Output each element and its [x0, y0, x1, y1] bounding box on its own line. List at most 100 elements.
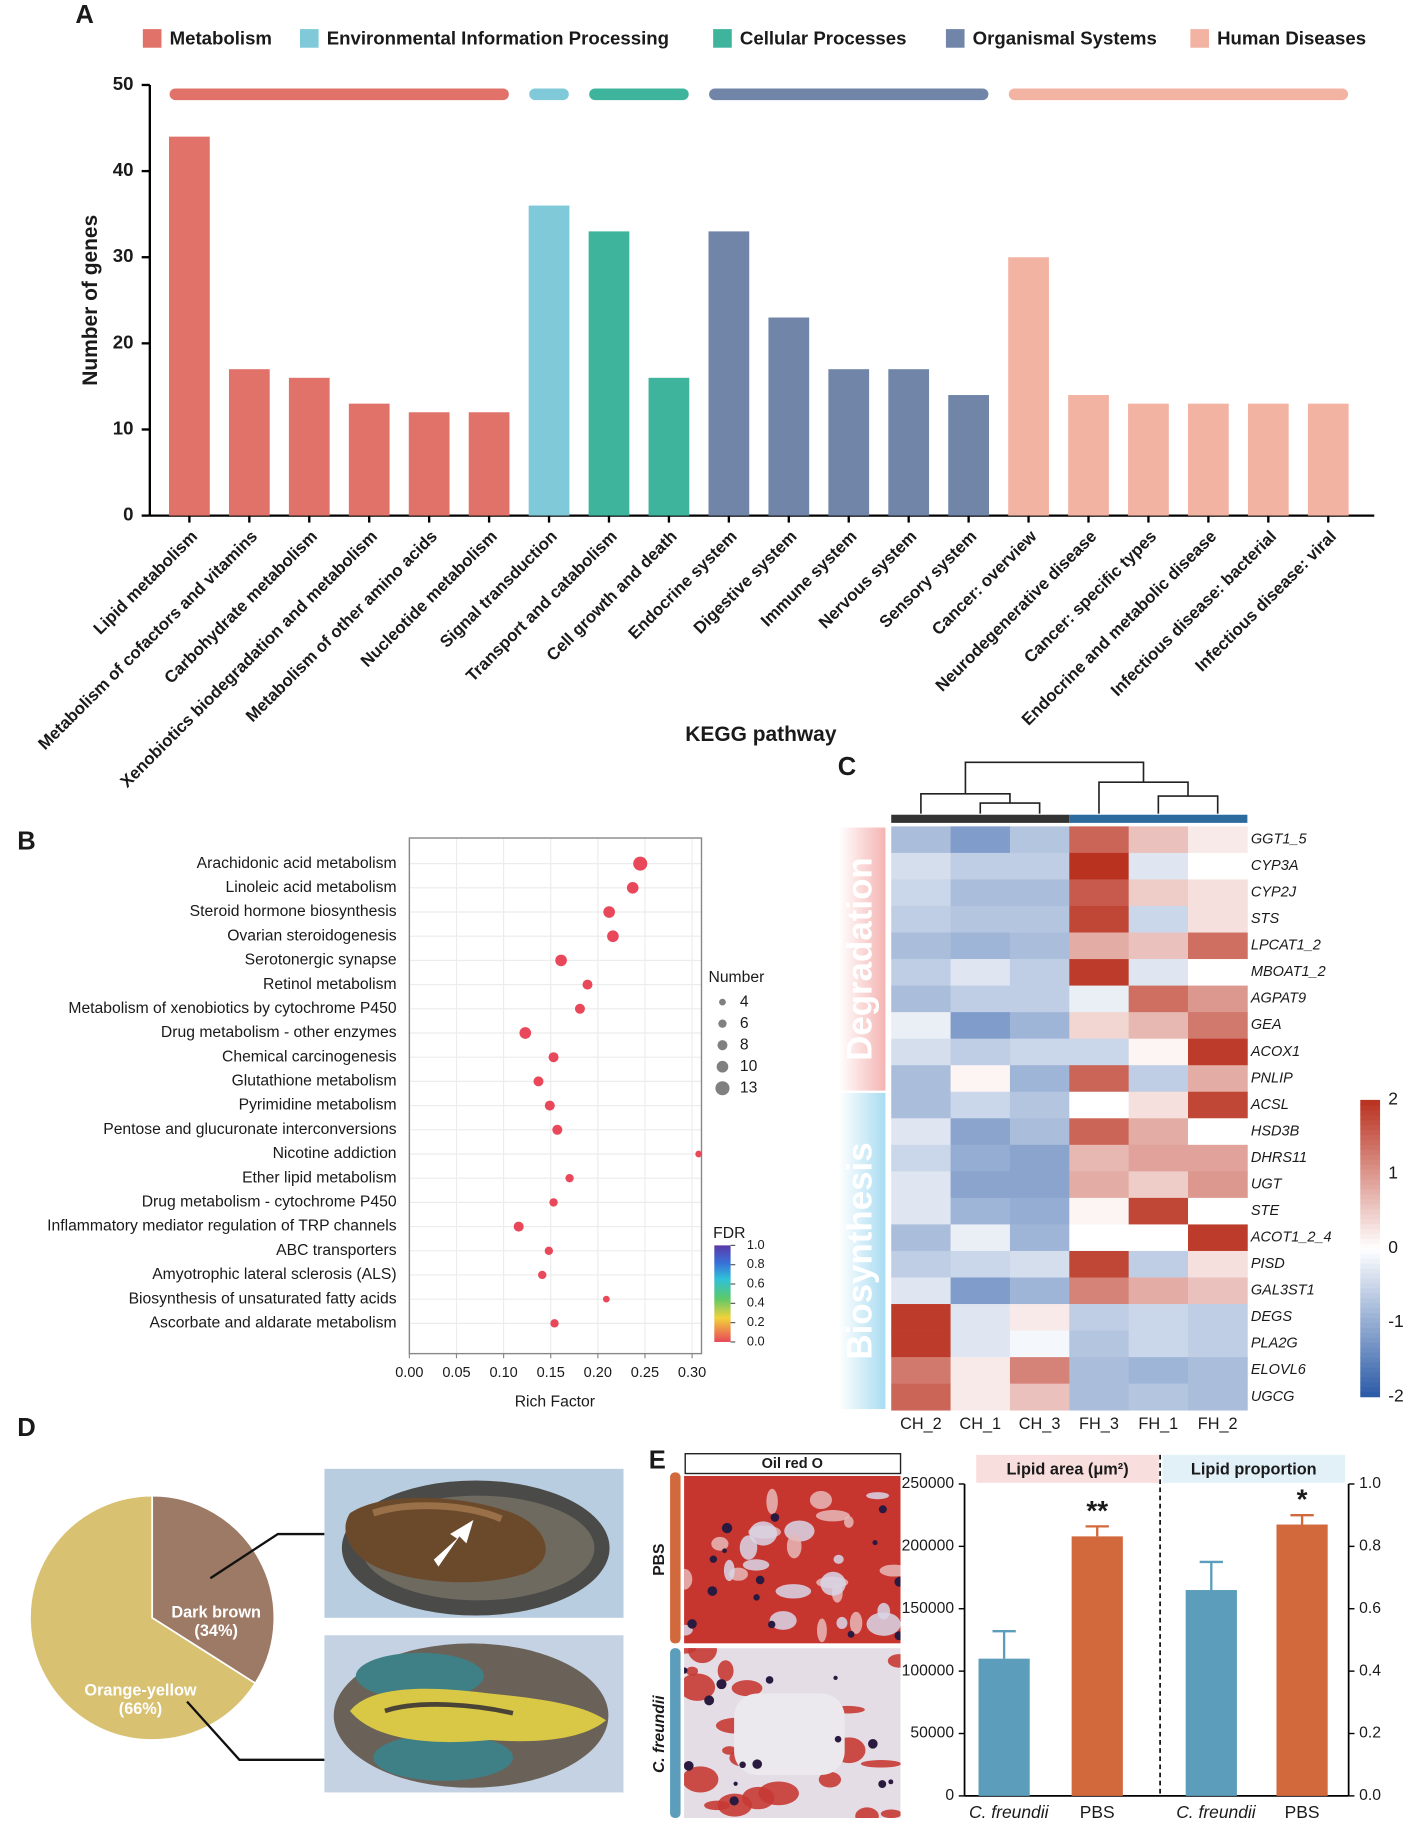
error-bar	[992, 1630, 1016, 1659]
y-tick-label: Drug metabolism - cytochrome P450	[142, 1194, 397, 1211]
row-label: DHRS11	[1251, 1150, 1307, 1166]
heat-cell	[1069, 1144, 1130, 1172]
x-tick-label: Cancer: overview	[928, 526, 1041, 639]
heat-cell	[1009, 1197, 1070, 1225]
micrograph-texture	[816, 1618, 827, 1643]
heat-cell	[891, 1012, 951, 1040]
x-tick-label: Endocrine system	[625, 527, 741, 643]
row-label: ACSL	[1250, 1097, 1289, 1113]
micrograph-texture	[888, 1779, 894, 1785]
heat-cell	[891, 1038, 951, 1066]
heat-cell	[1009, 905, 1070, 933]
colorbar-step	[1360, 1208, 1381, 1215]
column-label: FH_1	[1138, 1415, 1178, 1433]
bar	[948, 395, 989, 516]
column-label: CH_3	[1019, 1415, 1061, 1433]
colorbar-step	[1360, 1109, 1381, 1116]
heat-cell	[1009, 852, 1070, 880]
colorbar-step	[1360, 1277, 1381, 1284]
bar	[1071, 1536, 1123, 1796]
legend-swatch	[142, 29, 162, 48]
legend-swatch	[713, 29, 732, 48]
heat-cell	[1188, 985, 1248, 1013]
heat-cell	[1188, 1277, 1248, 1305]
y-tick-label: 200000	[902, 1538, 955, 1555]
heat-cell	[891, 852, 951, 880]
y-tick-label: Serotonergic synapse	[245, 952, 397, 969]
series-header	[976, 1454, 1159, 1483]
heat-cell	[1069, 1304, 1130, 1331]
point	[544, 1246, 554, 1255]
photo-arrow	[433, 1520, 474, 1567]
colorbar-step	[1360, 1238, 1381, 1244]
micrograph-texture	[684, 1667, 688, 1674]
heat-cell	[1128, 1012, 1189, 1040]
heat-cell	[950, 879, 1011, 907]
colorbar-step	[1360, 1193, 1381, 1200]
x-tick-label: PBS	[1080, 1802, 1115, 1822]
y-tick-label: Chemical carcinogenesis	[222, 1048, 397, 1065]
colorbar-step	[1360, 1337, 1381, 1343]
heat-cell	[1009, 879, 1070, 907]
heat-cell	[1188, 1091, 1248, 1119]
colorbar-step	[1360, 1253, 1381, 1259]
micrograph-texture	[742, 1786, 775, 1810]
y-tick-label: ABC transporters	[276, 1242, 397, 1259]
heat-cell	[950, 1277, 1011, 1305]
point	[513, 1221, 524, 1232]
y2-tick-label: 0.0	[1359, 1787, 1381, 1804]
micrograph-texture	[729, 1796, 739, 1806]
image-title-box	[684, 1453, 902, 1475]
heat-cell	[891, 1065, 951, 1093]
legend-label: Human Diseases	[1217, 27, 1366, 48]
y-tick-label: Pyrimidine metabolism	[239, 1097, 397, 1114]
micrograph-texture	[847, 1630, 855, 1638]
micrograph	[684, 1648, 901, 1819]
heat-cell	[1009, 1224, 1070, 1252]
colorbar-step	[1360, 1302, 1381, 1309]
colorbar-step	[1360, 1391, 1381, 1398]
colorbar-step	[1360, 1386, 1381, 1393]
colorbar-step	[1360, 1376, 1381, 1383]
heat-cell	[1128, 1277, 1189, 1305]
heat-cell	[891, 1330, 951, 1358]
heat-cell	[1188, 1330, 1248, 1358]
row-label: GAL3ST1	[1251, 1283, 1315, 1299]
colorbar-step	[1360, 1268, 1381, 1274]
micrograph-texture	[815, 1510, 850, 1522]
series-header-label: Lipid proportion	[1191, 1460, 1317, 1478]
micrograph-texture	[684, 1673, 716, 1701]
size-legend-label: 6	[740, 1015, 749, 1032]
row-group-bar	[838, 827, 886, 1091]
colorbar-tick-label: -1	[1388, 1311, 1404, 1331]
heat-cell	[950, 985, 1011, 1013]
micrograph-texture	[849, 1611, 863, 1635]
colorbar-step	[1360, 1114, 1381, 1121]
heat-cell	[891, 1250, 951, 1278]
colorbar-step	[1360, 1223, 1381, 1230]
micrograph-texture	[879, 1564, 901, 1577]
heat-cell	[1188, 959, 1248, 986]
row-label: CYP2J	[1251, 885, 1297, 901]
row-label: PNLIP	[1251, 1070, 1293, 1086]
y-tick-label: 50	[113, 73, 134, 94]
heat-cell	[1069, 932, 1130, 960]
group-bar	[709, 88, 989, 101]
heat-cell	[891, 1224, 951, 1252]
heat-cell	[891, 1383, 951, 1411]
micrograph-texture	[836, 1616, 848, 1629]
heat-cell	[891, 1197, 951, 1225]
colorbar-step	[1360, 1228, 1381, 1235]
heat-cell	[950, 852, 1011, 880]
size-legend-dot	[718, 1019, 727, 1028]
slice-label: Dark brown	[171, 1603, 261, 1621]
heat-cell	[891, 1357, 951, 1384]
legend-label: Organismal Systems	[973, 27, 1157, 48]
bar	[588, 231, 630, 516]
group-bar	[589, 88, 689, 101]
connector	[186, 1700, 325, 1761]
error-bar	[1199, 1560, 1223, 1591]
micrograph-texture	[739, 1761, 746, 1769]
colorbar-step	[1360, 1297, 1381, 1304]
y-tick-label: 10	[113, 417, 134, 438]
